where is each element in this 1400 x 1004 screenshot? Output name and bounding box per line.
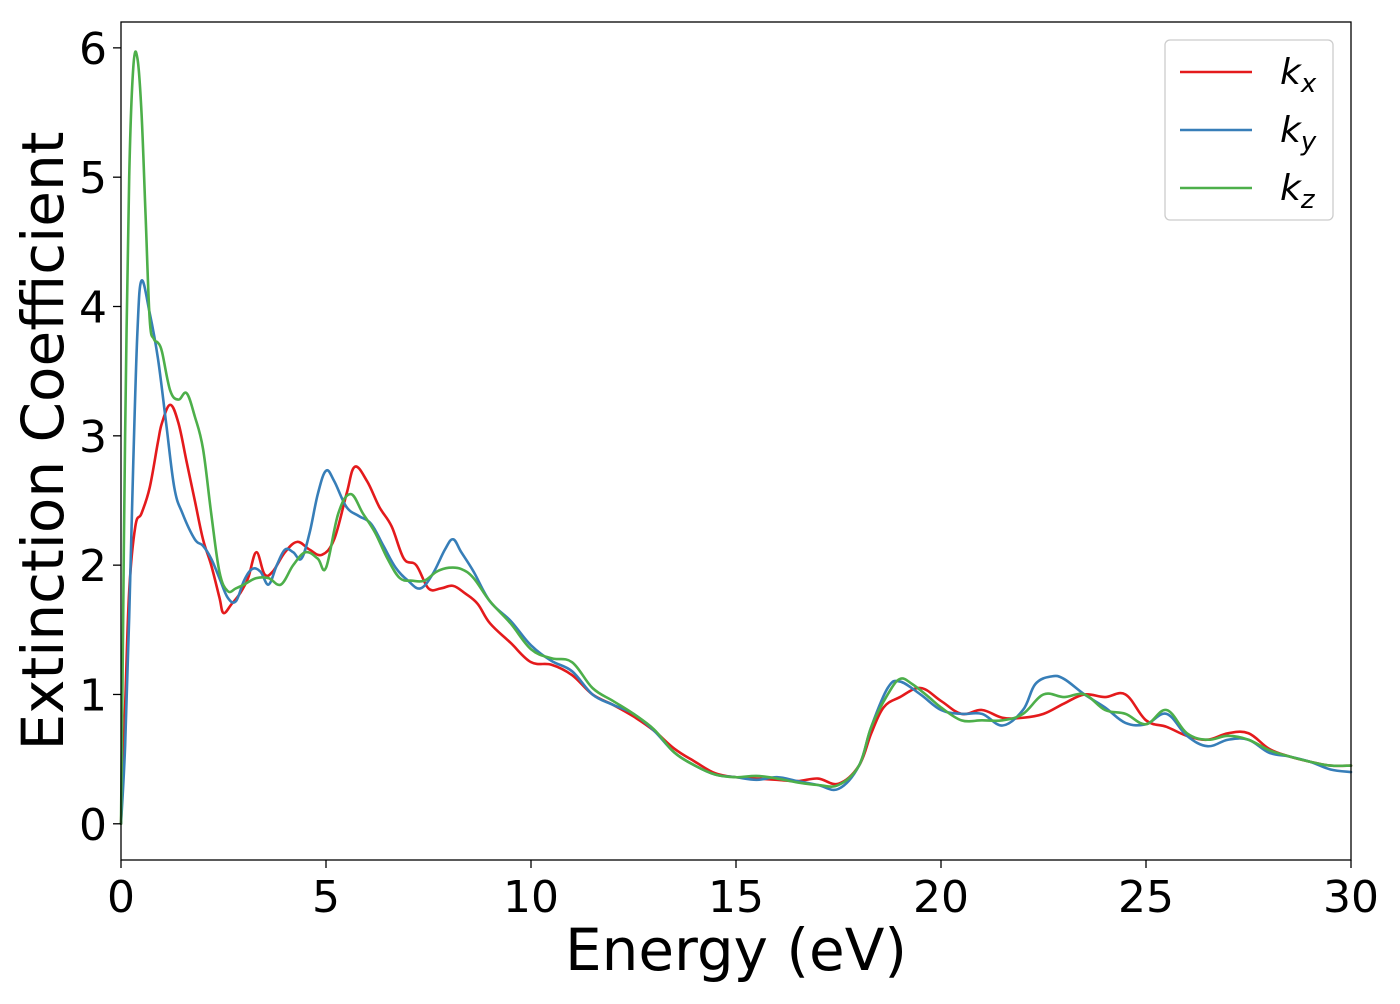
y-tick-label: 4 [79,283,107,334]
x-tick-label: 10 [503,872,559,923]
x-axis-ticks: 0 5 10 15 20 25 30 [107,860,1379,923]
series-line-x [119,403,1353,826]
x-tick-label: 25 [1118,872,1174,923]
y-tick-label: 0 [79,800,107,851]
x-tick-label: 15 [708,872,764,923]
y-tick-label: 6 [79,24,107,75]
y-tick-label: 3 [79,412,107,463]
x-tick-label: 0 [107,872,135,923]
x-tick-label: 20 [913,872,969,923]
y-tick-label: 1 [79,670,107,721]
series-layer [119,50,1353,826]
x-tick-label: 5 [312,872,340,923]
y-axis-ticks: 0 1 2 3 4 5 6 [79,24,121,851]
series-line-z [119,50,1353,826]
y-axis-label: Extinction Coefficient [9,132,77,751]
y-tick-label: 2 [79,541,107,592]
x-tick-label: 30 [1323,872,1379,923]
y-tick-label: 5 [79,153,107,204]
x-axis-label: Energy (eV) [565,916,907,984]
